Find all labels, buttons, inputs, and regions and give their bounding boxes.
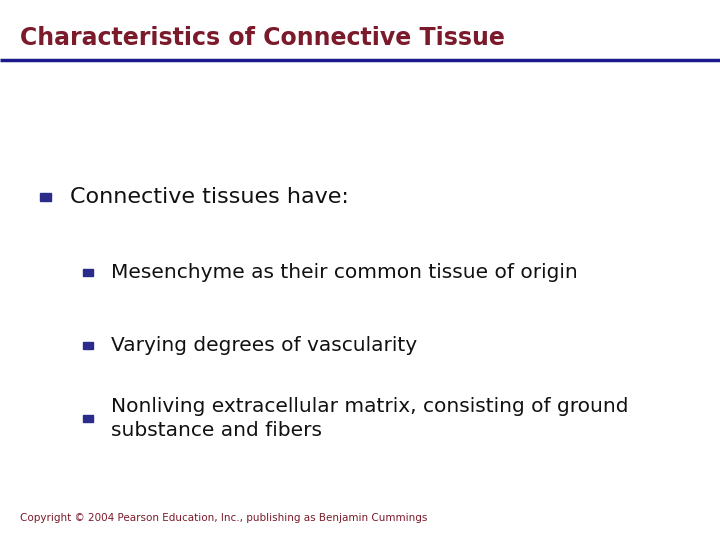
Text: Nonliving extracellular matrix, consisting of ground
substance and fibers: Nonliving extracellular matrix, consisti… — [111, 397, 629, 440]
Text: Copyright © 2004 Pearson Education, Inc., publishing as Benjamin Cummings: Copyright © 2004 Pearson Education, Inc.… — [20, 512, 428, 523]
Text: Mesenchyme as their common tissue of origin: Mesenchyme as their common tissue of ori… — [111, 263, 577, 282]
FancyBboxPatch shape — [83, 342, 93, 349]
Text: Connective tissues have:: Connective tissues have: — [70, 187, 348, 207]
Text: Characteristics of Connective Tissue: Characteristics of Connective Tissue — [20, 26, 505, 50]
FancyBboxPatch shape — [83, 269, 93, 276]
FancyBboxPatch shape — [83, 415, 93, 422]
FancyBboxPatch shape — [40, 193, 51, 201]
Text: Varying degrees of vascularity: Varying degrees of vascularity — [111, 336, 417, 355]
